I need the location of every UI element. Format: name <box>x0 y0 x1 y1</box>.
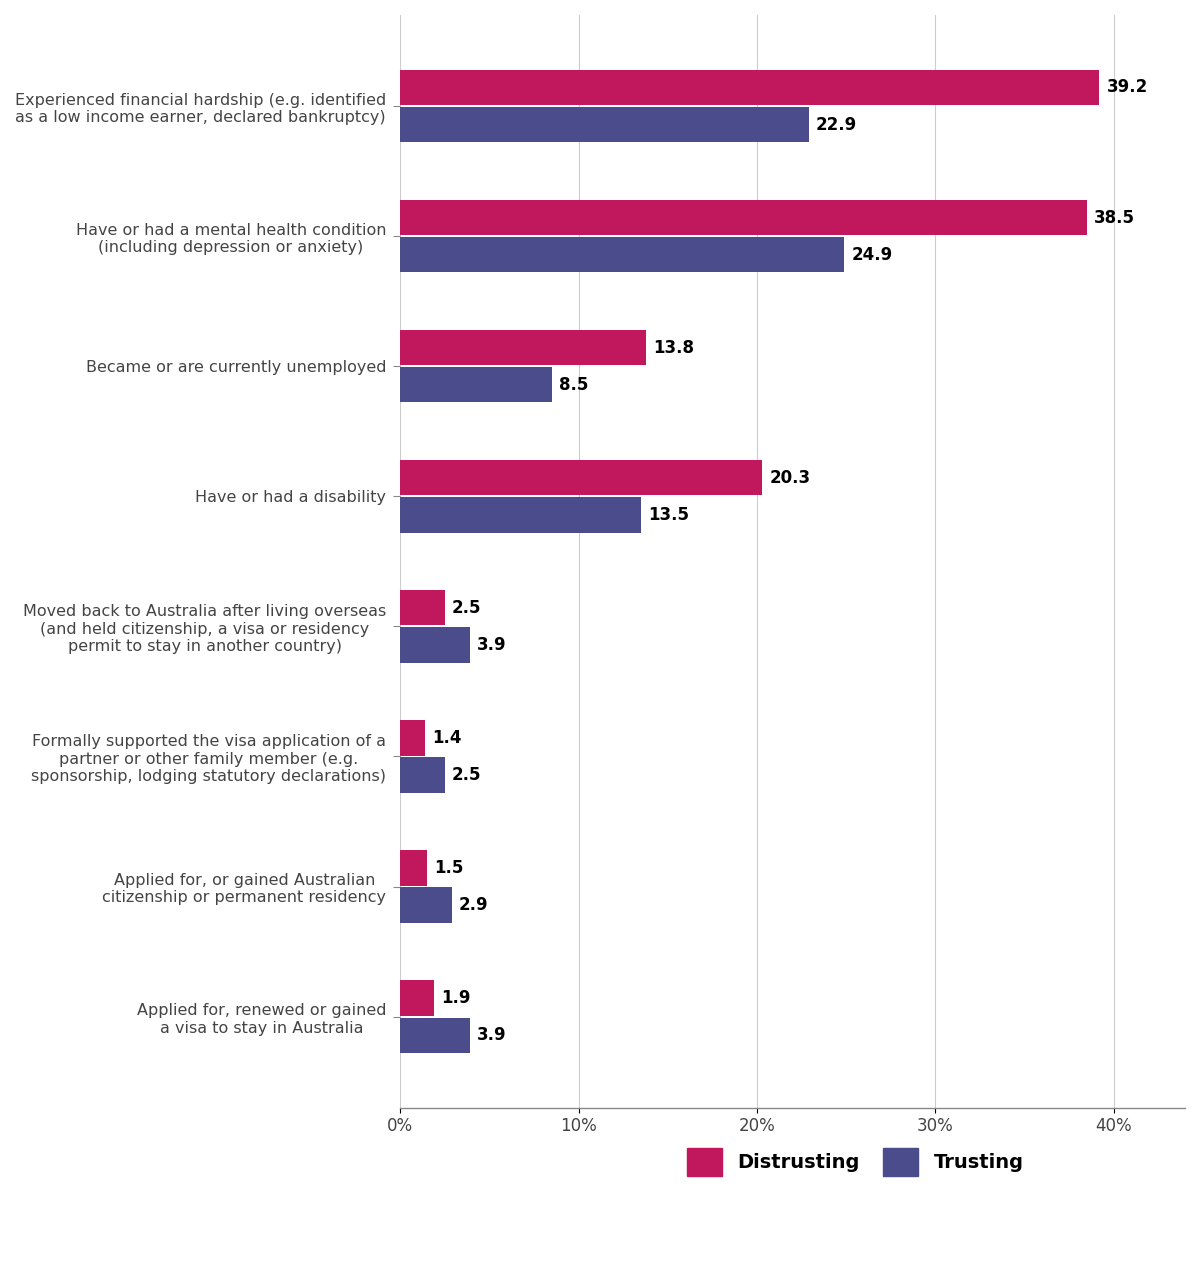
Bar <box>400 720 425 755</box>
Text: 3.9: 3.9 <box>476 636 506 654</box>
Text: 20.3: 20.3 <box>769 469 810 487</box>
Text: 2.5: 2.5 <box>452 599 481 617</box>
Text: 8.5: 8.5 <box>559 376 588 394</box>
Bar <box>400 1017 469 1053</box>
Text: 2.5: 2.5 <box>452 767 481 784</box>
Bar <box>400 850 427 886</box>
Bar <box>400 200 1087 236</box>
Text: 13.8: 13.8 <box>654 338 695 356</box>
Text: 1.4: 1.4 <box>432 729 462 746</box>
Bar <box>400 758 445 793</box>
Bar <box>400 590 445 626</box>
Text: 2.9: 2.9 <box>460 896 488 914</box>
Text: 22.9: 22.9 <box>816 115 857 133</box>
Text: 1.5: 1.5 <box>434 859 463 877</box>
Bar <box>400 887 452 922</box>
Text: 13.5: 13.5 <box>648 506 689 523</box>
Text: 3.9: 3.9 <box>476 1026 506 1044</box>
Bar <box>400 329 647 365</box>
Text: 38.5: 38.5 <box>1094 209 1135 227</box>
Bar <box>400 367 552 403</box>
Bar <box>400 497 641 532</box>
Text: 24.9: 24.9 <box>852 246 893 264</box>
Bar <box>400 981 434 1016</box>
Bar <box>400 70 1099 105</box>
Text: 39.2: 39.2 <box>1106 79 1147 96</box>
Legend: Distrusting, Trusting: Distrusting, Trusting <box>677 1138 1033 1186</box>
Bar <box>400 106 809 142</box>
Text: 1.9: 1.9 <box>442 990 470 1007</box>
Bar <box>400 460 762 495</box>
Bar <box>400 237 845 272</box>
Bar <box>400 627 469 663</box>
